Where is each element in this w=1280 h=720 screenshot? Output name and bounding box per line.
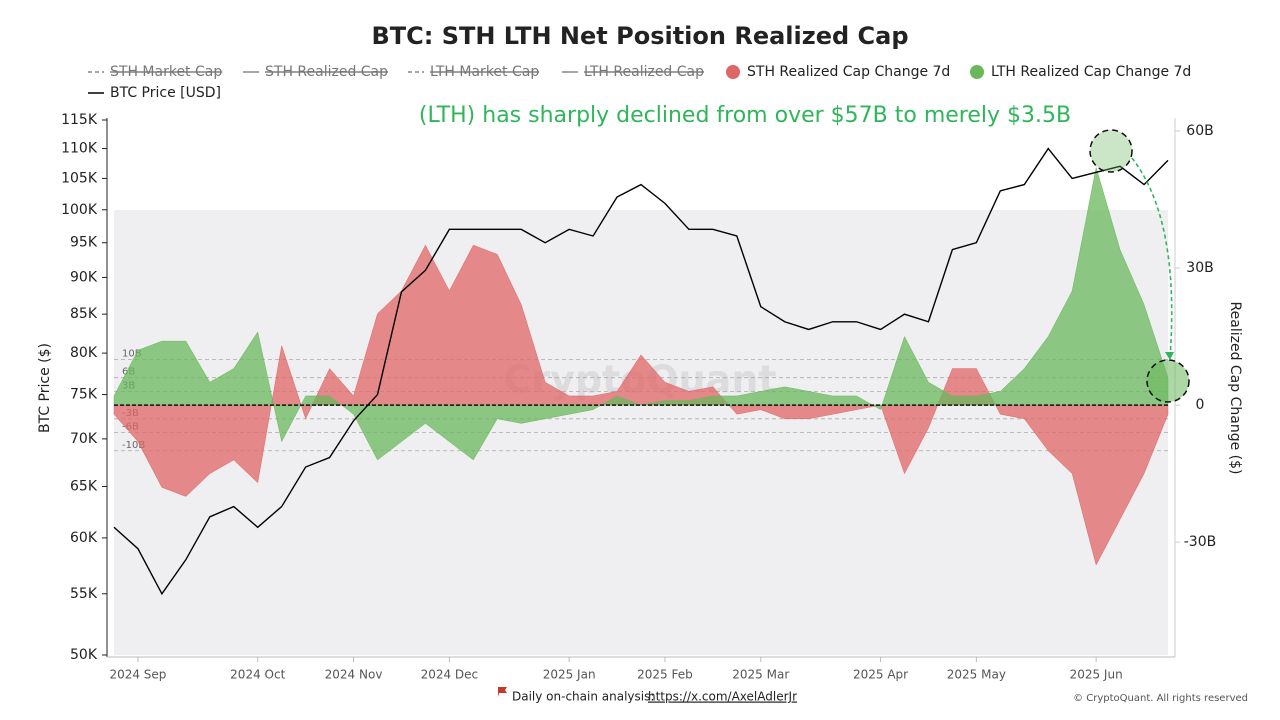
y-tick-label: 105K (61, 170, 98, 186)
y-tick-label: 60K (70, 530, 98, 546)
x-tick-label: 2025 Jan (543, 668, 596, 682)
y-tick-label: 65K (70, 478, 98, 494)
footer-link[interactable]: https://x.com/AxelAdlerJr (648, 690, 797, 704)
y-tick-label: 80K (70, 345, 98, 361)
arrow-head (1165, 352, 1174, 360)
chart-title: BTC: STH LTH Net Position Realized Cap (371, 22, 908, 50)
y-tick-label: 110K (61, 141, 98, 157)
x-tick-label: 2025 May (947, 668, 1006, 682)
annotation-arrow (1131, 157, 1173, 359)
legend-label[interactable]: LTH Realized Cap Change 7d (991, 64, 1191, 80)
y-tick-label: 95K (70, 235, 98, 251)
footer-text: Daily on-chain analysis: (512, 690, 654, 704)
legend-label[interactable]: STH Realized Cap Change 7d (747, 64, 950, 80)
y2-tick-label: 0 (1196, 397, 1205, 413)
x-tick-label: 2025 Mar (732, 668, 789, 682)
y-tick-label: 55K (70, 586, 98, 602)
area (113, 167, 1169, 461)
reference-label: -10B (122, 440, 145, 451)
flag-icon (498, 687, 507, 697)
y-tick-label: 100K (61, 202, 98, 218)
x-tick-label: 2025 Jun (1070, 668, 1123, 682)
legend-label[interactable]: BTC Price [USD] (110, 85, 221, 101)
x-tick-label: 2024 Oct (230, 668, 285, 682)
x-tick-label: 2024 Sep (109, 668, 166, 682)
x-tick-label: 2024 Nov (325, 668, 383, 682)
legend-label[interactable]: STH Market Cap (110, 64, 222, 80)
legend-symbol (726, 65, 740, 79)
legend-label[interactable]: LTH Realized Cap (584, 64, 704, 80)
annotation: (LTH) has sharply declined from over $57… (419, 103, 1071, 128)
legend-label[interactable]: LTH Market Cap (430, 64, 539, 80)
y2-axis-title: Realized Cap Change ($) (1227, 302, 1243, 475)
y-axis-title: BTC Price ($) (37, 343, 53, 433)
x-tick-label: 2024 Dec (421, 668, 479, 682)
y-tick-label: 90K (70, 269, 98, 285)
highlight-circle (1146, 359, 1190, 403)
y2-tick-label: 60B (1186, 123, 1213, 139)
y-tick-label: 75K (70, 387, 98, 403)
x-tick-label: 2025 Apr (853, 668, 908, 682)
copyright: © CryptoQuant. All rights reserved (1073, 693, 1248, 704)
y-tick-label: 70K (70, 431, 98, 447)
highlight-circle (1089, 129, 1133, 173)
area (113, 244, 1169, 566)
price-line (113, 147, 1169, 596)
y-tick-label: 85K (70, 306, 98, 322)
x-tick-label: 2025 Feb (637, 668, 693, 682)
y-tick-label: 115K (61, 112, 98, 128)
y2-tick-label: 30B (1186, 260, 1213, 276)
legend-symbol (970, 65, 984, 79)
reference-label: 10B (122, 348, 142, 359)
y2-tick-label: -30B (1184, 534, 1216, 550)
legend-label[interactable]: STH Realized Cap (265, 64, 388, 80)
y-tick-label: 50K (70, 647, 98, 663)
